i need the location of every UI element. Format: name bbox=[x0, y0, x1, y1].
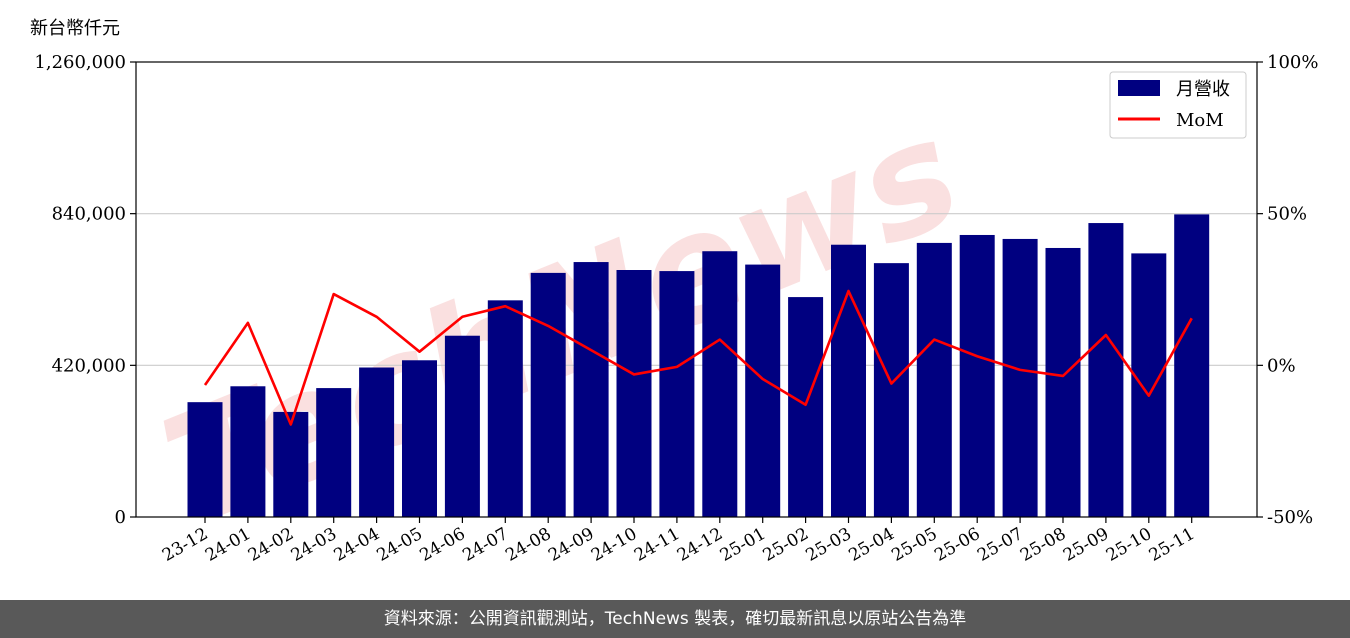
mom-line bbox=[203, 289, 1193, 426]
bar-24-04 bbox=[359, 367, 395, 517]
bar-24-09 bbox=[573, 262, 609, 517]
left-tick-label: 840,000 bbox=[52, 204, 126, 225]
bar-25-01 bbox=[745, 264, 781, 517]
bar-25-08 bbox=[1045, 247, 1081, 517]
bar-24-05 bbox=[402, 360, 437, 517]
bar-24-10 bbox=[616, 270, 652, 517]
source-footer: 資料來源：公開資訊觀測站，TechNews 製表，確切最新訊息以原站公告為準 bbox=[0, 600, 1350, 638]
left-tick-label: 0 bbox=[115, 507, 126, 528]
x-tick-label: 24-07 bbox=[459, 524, 511, 566]
bar-25-07 bbox=[1002, 238, 1038, 517]
x-tick-label: 25-09 bbox=[1060, 524, 1112, 566]
x-tick-label: 24-06 bbox=[416, 524, 468, 566]
x-tick-label: 25-04 bbox=[845, 524, 897, 566]
x-tick-label: 25-10 bbox=[1103, 524, 1155, 566]
x-tick-label: 25-06 bbox=[931, 524, 983, 566]
bar-25-04 bbox=[873, 263, 909, 517]
bar-series bbox=[187, 214, 1210, 518]
bar-24-12 bbox=[702, 251, 738, 517]
right-tick-label: 100% bbox=[1267, 52, 1318, 73]
bar-25-03 bbox=[831, 244, 866, 517]
x-tick-label: 24-10 bbox=[588, 524, 640, 566]
bar-24-07 bbox=[487, 300, 523, 517]
x-tick-label: 25-08 bbox=[1017, 524, 1069, 566]
bar-25-06 bbox=[959, 234, 995, 517]
legend: 月營收 MoM bbox=[1109, 71, 1247, 139]
plot-frame bbox=[135, 61, 1258, 518]
x-tick-label: 24-03 bbox=[288, 524, 340, 566]
bar-24-02 bbox=[273, 411, 309, 517]
x-tick-label: 24-05 bbox=[374, 524, 426, 566]
x-tick-label: 24-04 bbox=[331, 524, 383, 566]
right-tick-label: 0% bbox=[1267, 355, 1296, 376]
x-tick-label: 25-03 bbox=[803, 524, 855, 566]
bar-25-05 bbox=[916, 242, 952, 517]
x-tick-label: 25-01 bbox=[717, 524, 769, 566]
bar-23-12 bbox=[187, 402, 223, 517]
right-tick-label: -50% bbox=[1267, 507, 1313, 528]
legend-bar-swatch bbox=[1118, 80, 1160, 96]
right-y-axis: -50% 0% 50% 100% bbox=[1257, 52, 1318, 528]
left-tick-label: 420,000 bbox=[52, 355, 126, 376]
bar-24-03 bbox=[316, 388, 352, 517]
legend-label-mom: MoM bbox=[1176, 110, 1224, 131]
x-tick-label: 25-05 bbox=[888, 524, 940, 566]
bar-24-01 bbox=[230, 386, 266, 517]
x-tick-label: 25-11 bbox=[1146, 524, 1198, 566]
bar-24-11 bbox=[659, 271, 695, 517]
x-tick-label: 24-12 bbox=[674, 524, 726, 566]
right-tick-label: 50% bbox=[1267, 204, 1307, 225]
legend-label-revenue: 月營收 bbox=[1176, 79, 1230, 100]
bar-25-02 bbox=[788, 297, 824, 517]
left-tick-label: 1,260,000 bbox=[34, 52, 126, 73]
left-y-axis: 0 420,000 840,000 1,260,000 bbox=[34, 52, 136, 528]
x-tick-label: 25-02 bbox=[760, 524, 812, 566]
bar-24-08 bbox=[530, 272, 566, 517]
x-tick-label: 23-12 bbox=[159, 524, 211, 566]
y-axis-unit-label: 新台幣仟元 bbox=[30, 18, 120, 39]
bar-25-09 bbox=[1088, 223, 1124, 518]
mom-line-series bbox=[203, 289, 1193, 426]
bar-24-06 bbox=[444, 335, 480, 517]
x-tick-label: 24-09 bbox=[545, 524, 597, 566]
x-tick-label: 24-08 bbox=[502, 524, 554, 566]
x-tick-label: 24-11 bbox=[631, 524, 683, 566]
bar-25-11 bbox=[1174, 214, 1210, 517]
bar-25-10 bbox=[1131, 253, 1167, 517]
x-tick-label: 25-07 bbox=[974, 524, 1026, 566]
x-axis: 23-1224-0124-0224-0324-0424-0524-0624-07… bbox=[159, 517, 1198, 566]
